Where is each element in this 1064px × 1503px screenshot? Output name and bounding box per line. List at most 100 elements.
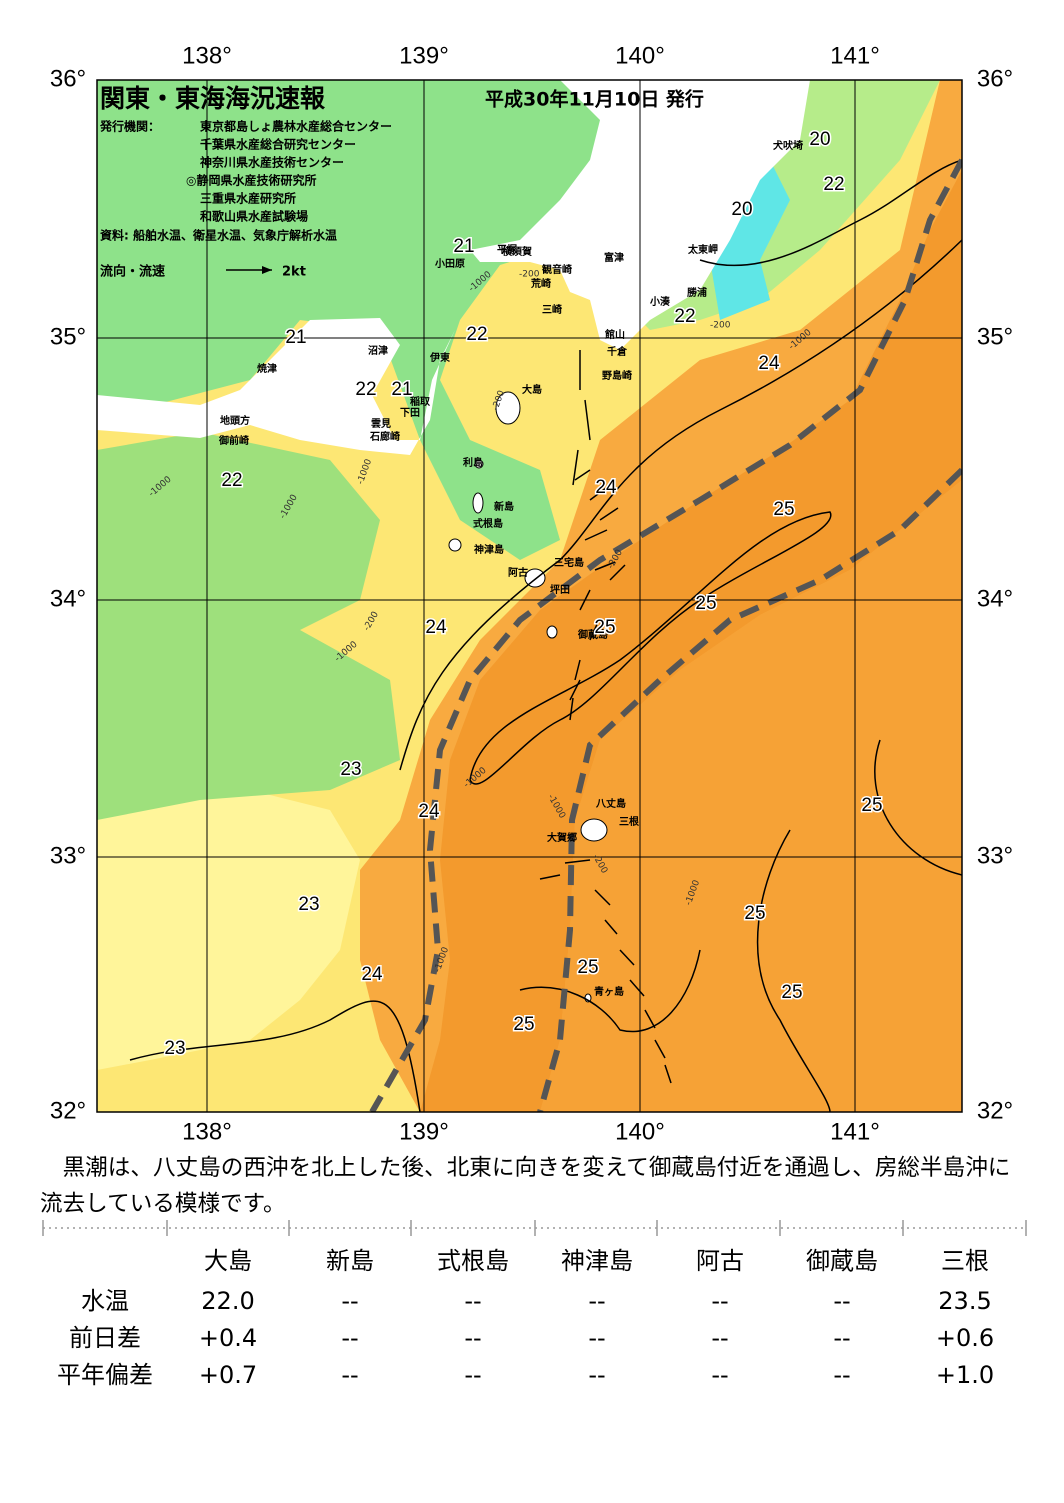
table-cell: -- <box>711 1287 728 1315</box>
isotherm-label: 20 <box>809 129 830 150</box>
longitude-label: 138° <box>182 1118 232 1145</box>
table-cell: -- <box>464 1361 481 1389</box>
latitude-label: 32° <box>50 1097 86 1124</box>
latitude-label: 36° <box>977 65 1013 92</box>
place-name: 地頭方 <box>220 414 250 427</box>
isotherm-label: 23 <box>298 894 319 915</box>
current-vector <box>619 949 635 966</box>
longitude-label: 139° <box>399 1118 449 1145</box>
place-name: 荒崎 <box>530 277 551 290</box>
place-name: 三崎 <box>542 303 562 316</box>
place-name: 館山 <box>604 328 625 341</box>
kuroshio-axis <box>369 158 962 1112</box>
place-name: 伊東 <box>429 351 450 364</box>
place-name: 新島 <box>494 500 514 513</box>
longitude-label: 140° <box>615 1118 665 1145</box>
longitude-label: 140° <box>615 42 665 69</box>
isotherm-label: 25 <box>744 903 765 924</box>
isotherm-label: 25 <box>773 499 794 520</box>
place-name: 平塚 <box>497 243 517 256</box>
current-vector <box>564 859 591 864</box>
graticule <box>97 80 962 1112</box>
table-cell: -- <box>588 1287 605 1315</box>
column-header: 阿古 <box>696 1247 744 1275</box>
longitude-label: 141° <box>830 42 880 69</box>
table-cell: -- <box>588 1361 605 1389</box>
issuer: ◎静岡県水産技術研究所 <box>186 173 316 188</box>
isotherm-label: 22 <box>221 470 242 491</box>
isotherm-label: 24 <box>758 353 780 374</box>
issuer: 千葉県水産総合研究センター <box>200 137 356 152</box>
current-vector <box>584 529 608 541</box>
table-cell: -- <box>833 1287 850 1315</box>
place-name: 神津島 <box>474 543 504 556</box>
latitude-label: 36° <box>50 65 86 92</box>
place-name: 大賀郷 <box>547 831 577 844</box>
current-vector <box>572 449 579 486</box>
legend-scale: 2kt <box>282 265 306 280</box>
place-name: 横須賀 <box>502 245 532 258</box>
isotherm-label: 24 <box>418 801 440 822</box>
column-header: 大島 <box>204 1247 252 1275</box>
place-name: 勝浦 <box>687 286 707 299</box>
isotherm-label: 22 <box>466 324 487 345</box>
isotherms <box>129 159 962 1112</box>
isotherm-label: 22 <box>823 174 844 195</box>
column-header: 御蔵島 <box>806 1247 878 1275</box>
isotherm-label: 21 <box>391 379 412 400</box>
issuer: 和歌山県水産試験場 <box>199 209 308 224</box>
description: 黒潮は、八丈島の西沖を北上した後、北東に向きを変えて御蔵島付近を通過し、房総半島… <box>40 1155 1011 1217</box>
current-vector <box>604 919 618 935</box>
place-name: 青ヶ島 <box>594 985 624 998</box>
table-cell: -- <box>711 1361 728 1389</box>
isotherm-label: 25 <box>781 982 802 1003</box>
place-name: 沼津 <box>368 344 388 357</box>
column-header: 神津島 <box>561 1247 633 1275</box>
sea-surface <box>97 80 962 1112</box>
depth-label: -200 <box>519 270 540 280</box>
row-label: 水温 <box>81 1287 129 1315</box>
place-name: 下田 <box>400 407 420 419</box>
current-vector <box>644 1009 656 1029</box>
isotherm-label: 20 <box>731 199 752 220</box>
latitude-label: 35° <box>977 323 1013 350</box>
place-name: 坪田 <box>550 583 570 596</box>
place-name: 焼津 <box>257 362 277 375</box>
place-name: 利島 <box>463 456 483 469</box>
current-vectors <box>539 350 672 1084</box>
place-name: 観音崎 <box>542 263 572 276</box>
latitude-label: 34° <box>977 585 1013 612</box>
table-cell: -- <box>711 1324 728 1352</box>
isotherm-label: 21 <box>285 327 306 348</box>
table-cell: +0.7 <box>199 1361 257 1389</box>
column-header: 式根島 <box>437 1247 509 1275</box>
isotherm-label: 23 <box>340 759 361 780</box>
issuer: 神奈川県水産技術センター <box>200 155 344 170</box>
table-cell: -- <box>833 1361 850 1389</box>
isotherm-label: 25 <box>594 617 615 638</box>
table-cell: +0.6 <box>936 1324 994 1352</box>
isotherm-label: 24 <box>361 964 383 985</box>
place-name: 阿古 <box>508 566 528 579</box>
table-cell: -- <box>464 1287 481 1315</box>
latitude-label: 33° <box>50 842 86 869</box>
current-vector <box>574 469 591 481</box>
current-vector <box>569 679 581 701</box>
place-name: 雲見 <box>371 418 391 430</box>
isotherm-label: 21 <box>453 236 474 257</box>
latitude-label: 34° <box>50 585 86 612</box>
legend-arrowhead <box>262 266 272 274</box>
place-name: 野島崎 <box>602 369 632 382</box>
place-name: 式根島 <box>473 517 503 530</box>
longitude-label: 138° <box>182 42 232 69</box>
table-cell: +1.0 <box>936 1361 994 1389</box>
place-name: 大島 <box>522 383 542 396</box>
place-name: 御前崎 <box>218 434 249 447</box>
issue-date: 平成30年11月10日 発行 <box>485 88 704 111</box>
depth-label: -200 <box>710 321 731 331</box>
current-vector <box>664 1064 672 1084</box>
isotherm-label: 25 <box>695 593 716 614</box>
table-cell: +0.4 <box>199 1324 257 1352</box>
place-name: 三根 <box>619 815 639 828</box>
isotherm-label: 22 <box>355 379 376 400</box>
